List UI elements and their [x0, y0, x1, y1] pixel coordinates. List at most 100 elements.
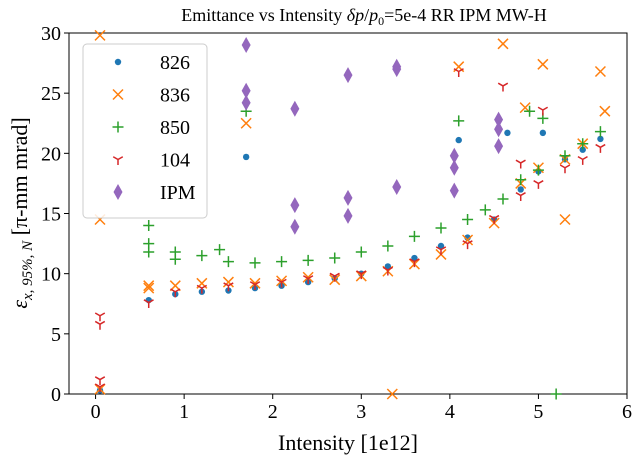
data-point [276, 278, 287, 288]
x-axis-label: Intensity [1e12] [278, 430, 418, 455]
data-point [455, 136, 462, 144]
data-point [143, 280, 155, 292]
data-point [242, 153, 250, 161]
data-point [409, 258, 420, 268]
data-point [94, 376, 106, 386]
y-axis-ticks: 0 5 10 15 20 25 30 [41, 23, 69, 406]
x-tick-label: 0 [91, 401, 101, 423]
legend-item: 826 [114, 52, 190, 74]
data-point [537, 58, 549, 70]
data-point [223, 282, 234, 292]
data-point [94, 29, 106, 41]
legend: 826 836 850 104 IPM [82, 43, 208, 219]
data-point [595, 143, 606, 153]
data-point [343, 67, 353, 84]
data-point [449, 147, 459, 164]
data-point [276, 275, 288, 287]
data-point [143, 246, 155, 258]
data-point [559, 164, 571, 174]
data-point [329, 272, 340, 282]
y-axis-label: εx, 95%, N [π-mm mrad] [7, 117, 36, 308]
legend-label: 104 [160, 150, 190, 172]
data-point [249, 281, 261, 290]
chart-title: Emittance vs Intensity δp/p0=5e-4 RR IPM… [181, 5, 547, 28]
data-point [249, 257, 261, 269]
legend-marker [112, 88, 124, 101]
legend-item: 836 [112, 85, 190, 107]
data-point [290, 197, 300, 214]
data-points [94, 29, 611, 400]
data-point [143, 299, 154, 309]
data-point [222, 256, 234, 268]
data-point [196, 284, 208, 294]
data-point [559, 150, 571, 162]
data-point [449, 159, 459, 176]
y-label-sub: x, 95%, N [20, 240, 36, 301]
data-point [276, 256, 288, 268]
data-point [355, 246, 367, 258]
data-point [539, 129, 547, 137]
x-tick-label: 3 [356, 401, 366, 423]
data-point [494, 121, 504, 138]
legend-label: 826 [160, 52, 190, 74]
legend-marker [112, 156, 124, 165]
x-tick-label: 2 [268, 401, 278, 423]
data-point [329, 252, 341, 264]
y-tick-label: 5 [51, 324, 61, 346]
data-point [494, 111, 504, 128]
data-point [290, 218, 300, 235]
data-point [497, 193, 509, 205]
data-point [497, 38, 509, 50]
y-label-eps: ε [7, 300, 32, 309]
data-point [599, 105, 611, 117]
data-point [392, 179, 402, 196]
x-tick-label: 4 [445, 401, 455, 423]
data-point [196, 250, 208, 262]
legend-label: 836 [160, 85, 190, 107]
legend-item: 104 [112, 150, 190, 172]
data-point [462, 214, 474, 226]
data-point [504, 129, 511, 137]
data-point [386, 388, 398, 400]
data-point [241, 37, 251, 54]
y-tick-label: 30 [41, 23, 61, 45]
x-tick-label: 5 [533, 401, 543, 423]
data-point [222, 276, 234, 288]
data-point [240, 117, 252, 129]
y-tick-label: 15 [41, 204, 61, 226]
data-point [302, 271, 314, 283]
data-point [343, 207, 353, 224]
title-delta: δp [347, 5, 364, 25]
series-IPM [241, 37, 504, 235]
data-point [559, 213, 571, 226]
data-point [597, 135, 604, 143]
legend-box [82, 43, 208, 219]
data-point [449, 182, 459, 199]
data-point [435, 246, 447, 256]
data-point [435, 222, 447, 234]
data-point [497, 82, 509, 92]
legend-item: 850 [112, 117, 190, 139]
data-point [515, 174, 527, 186]
data-point [524, 105, 536, 117]
legend-item: IPM [113, 182, 196, 204]
x-axis-ticks: 0 1 2 3 4 5 6 [91, 394, 632, 423]
data-point [343, 189, 353, 206]
data-point [537, 106, 549, 116]
data-point [384, 263, 392, 270]
data-point [411, 254, 418, 262]
data-point [594, 65, 606, 78]
data-point [170, 288, 181, 298]
data-point [241, 94, 251, 111]
data-point [479, 204, 491, 216]
data-point [517, 186, 524, 193]
data-point [577, 155, 588, 165]
data-point [249, 277, 261, 289]
data-point [302, 254, 314, 266]
y-tick-label: 10 [41, 264, 61, 286]
y-tick-label: 20 [41, 143, 61, 165]
x-tick-label: 6 [622, 401, 632, 423]
data-point [94, 383, 106, 393]
data-point [382, 266, 394, 276]
